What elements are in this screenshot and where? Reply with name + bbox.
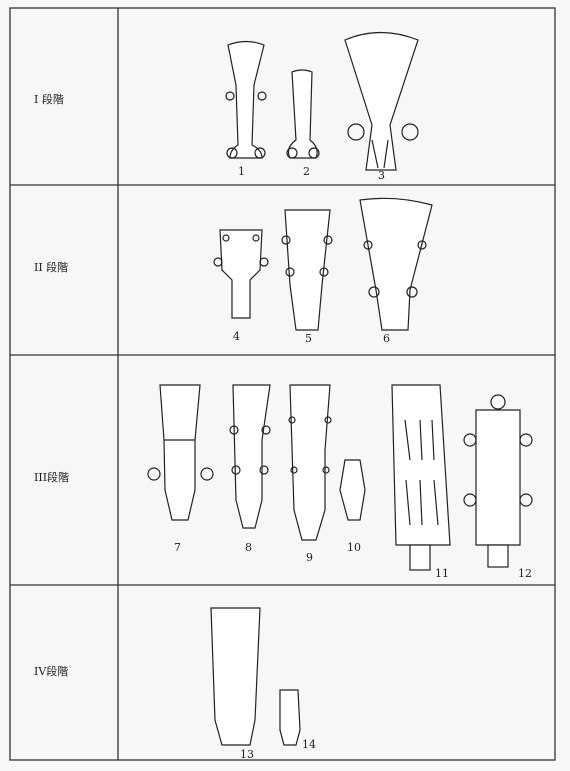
stage-label: IV段階 [34,664,68,678]
figure-number: 11 [435,567,449,580]
artifact-drawings [147,31,533,746]
stage-label: II 段階 [34,260,68,274]
figure-number: 4 [233,330,240,343]
figure-number: 10 [347,541,361,554]
figure-number: 12 [518,567,532,580]
table-frame [9,7,556,761]
figure-number: 3 [378,169,385,182]
figure-number: 6 [383,332,390,345]
figure-number: 9 [306,551,313,564]
figure-number: 1 [238,165,245,178]
figure-number: 7 [174,541,181,554]
figure-number: 14 [302,738,316,751]
figure-numbers: 1 2 3 4 5 6 7 8 9 10 11 12 13 14 [174,165,532,761]
figure-number: 13 [240,748,254,761]
stage-label: III段階 [34,470,69,484]
figure-number: 8 [245,541,252,554]
stage-label: I 段階 [34,92,64,106]
figure-number: 2 [303,165,310,178]
figure-number: 5 [305,332,312,345]
